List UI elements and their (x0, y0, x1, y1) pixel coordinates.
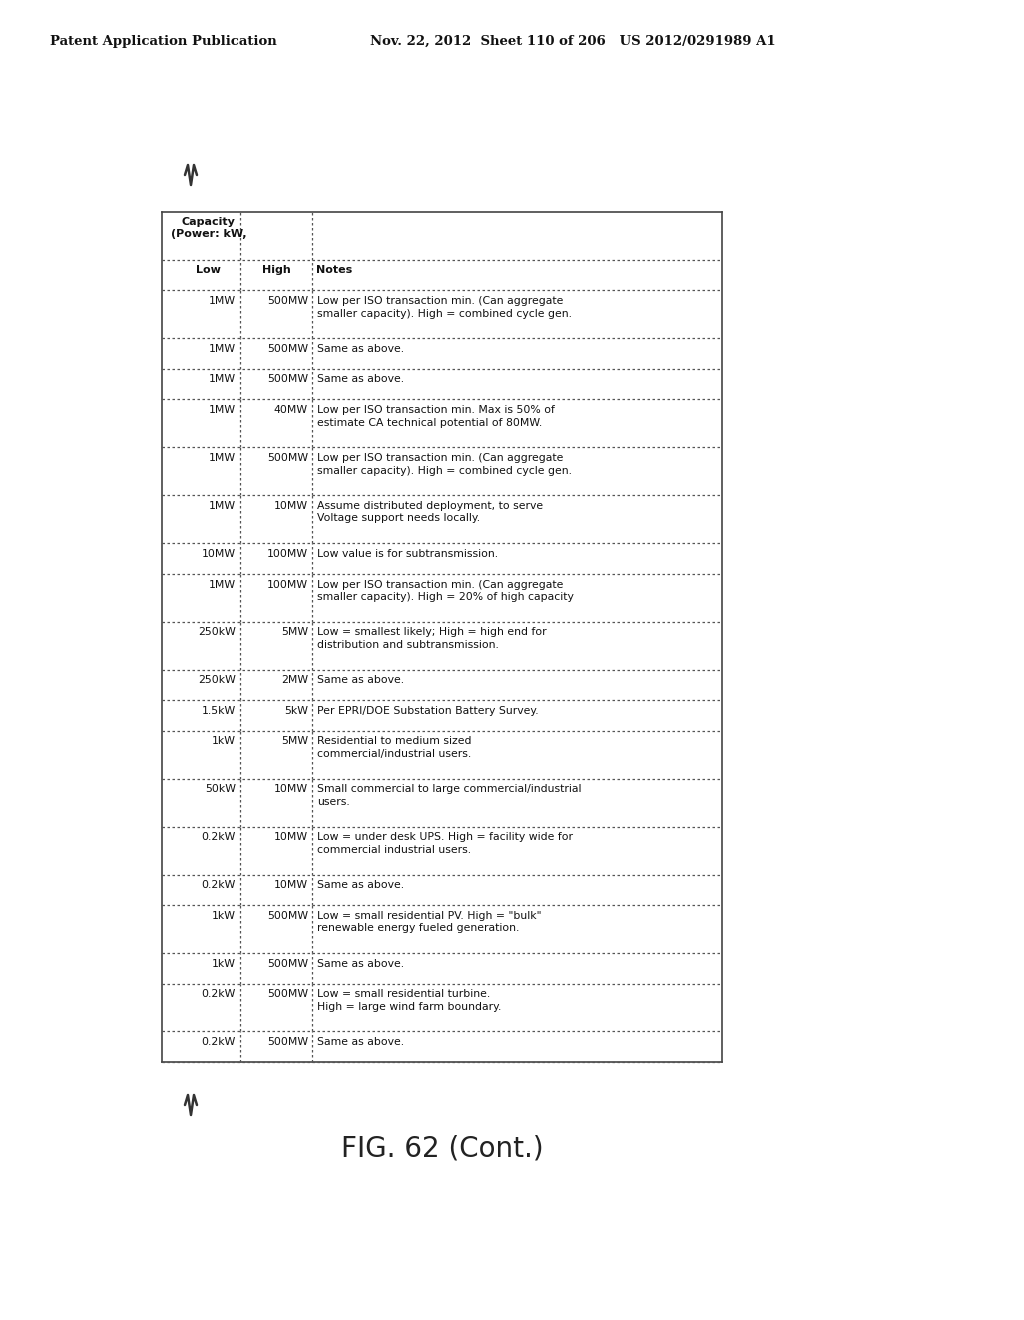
Text: Same as above.: Same as above. (317, 676, 404, 685)
Text: 10MW: 10MW (273, 784, 308, 795)
Text: Low per ISO transaction min. (Can aggregate
smaller capacity). High = 20% of hig: Low per ISO transaction min. (Can aggreg… (317, 579, 573, 602)
Text: 1.5kW: 1.5kW (202, 706, 236, 715)
Text: Nov. 22, 2012  Sheet 110 of 206   US 2012/0291989 A1: Nov. 22, 2012 Sheet 110 of 206 US 2012/0… (370, 36, 775, 48)
Text: 500MW: 500MW (267, 958, 308, 969)
Text: 250kW: 250kW (198, 627, 236, 638)
Text: FIG. 62 (Cont.): FIG. 62 (Cont.) (341, 1135, 544, 1163)
Text: Patent Application Publication: Patent Application Publication (50, 36, 276, 48)
Text: Per EPRI/DOE Substation Battery Survey.: Per EPRI/DOE Substation Battery Survey. (317, 706, 539, 715)
Text: Low = smallest likely; High = high end for
distribution and subtransmission.: Low = smallest likely; High = high end f… (317, 627, 547, 649)
Text: 250kW: 250kW (198, 676, 236, 685)
Text: Capacity
(Power: kW,: Capacity (Power: kW, (171, 216, 246, 239)
Text: 1MW: 1MW (209, 405, 236, 416)
Text: Low: Low (196, 264, 221, 275)
Text: Same as above.: Same as above. (317, 880, 404, 890)
Text: 100MW: 100MW (267, 579, 308, 590)
Text: 1MW: 1MW (209, 579, 236, 590)
Text: Low per ISO transaction min. Max is 50% of
estimate CA technical potential of 80: Low per ISO transaction min. Max is 50% … (317, 405, 555, 428)
Text: 0.2kW: 0.2kW (202, 833, 236, 842)
Text: Low per ISO transaction min. (Can aggregate
smaller capacity). High = combined c: Low per ISO transaction min. (Can aggreg… (317, 296, 572, 318)
Text: 500MW: 500MW (267, 911, 308, 921)
Text: 1MW: 1MW (209, 345, 236, 354)
Text: 0.2kW: 0.2kW (202, 989, 236, 999)
Text: 10MW: 10MW (273, 833, 308, 842)
Text: 0.2kW: 0.2kW (202, 1038, 236, 1047)
Text: 1MW: 1MW (209, 502, 236, 511)
Text: Notes: Notes (316, 264, 352, 275)
Text: Low = under desk UPS. High = facility wide for
commercial industrial users.: Low = under desk UPS. High = facility wi… (317, 833, 573, 855)
Text: Low value is for subtransmission.: Low value is for subtransmission. (317, 549, 498, 558)
Text: Same as above.: Same as above. (317, 958, 404, 969)
Text: 500MW: 500MW (267, 345, 308, 354)
Text: 50kW: 50kW (205, 784, 236, 795)
Text: 10MW: 10MW (273, 502, 308, 511)
Text: 10MW: 10MW (202, 549, 236, 558)
Text: 500MW: 500MW (267, 296, 308, 306)
Text: Residential to medium sized
commercial/industrial users.: Residential to medium sized commercial/i… (317, 737, 471, 759)
Text: Assume distributed deployment, to serve
Voltage support needs locally.: Assume distributed deployment, to serve … (317, 502, 543, 524)
Text: 1MW: 1MW (209, 375, 236, 384)
Text: Same as above.: Same as above. (317, 345, 404, 354)
Text: 1MW: 1MW (209, 453, 236, 463)
Text: 1kW: 1kW (212, 737, 236, 747)
Text: 2MW: 2MW (281, 676, 308, 685)
Text: Same as above.: Same as above. (317, 375, 404, 384)
Text: 500MW: 500MW (267, 1038, 308, 1047)
Text: Low = small residential turbine.
High = large wind farm boundary.: Low = small residential turbine. High = … (317, 989, 502, 1011)
Text: 0.2kW: 0.2kW (202, 880, 236, 890)
Text: 1kW: 1kW (212, 911, 236, 921)
Text: 10MW: 10MW (273, 880, 308, 890)
Text: 100MW: 100MW (267, 549, 308, 558)
Text: 1MW: 1MW (209, 296, 236, 306)
Text: Small commercial to large commercial/industrial
users.: Small commercial to large commercial/ind… (317, 784, 582, 807)
Text: 500MW: 500MW (267, 375, 308, 384)
Text: 1kW: 1kW (212, 958, 236, 969)
Text: 500MW: 500MW (267, 989, 308, 999)
Text: 5kW: 5kW (284, 706, 308, 715)
Text: Low per ISO transaction min. (Can aggregate
smaller capacity). High = combined c: Low per ISO transaction min. (Can aggreg… (317, 453, 572, 475)
Text: Low = small residential PV. High = "bulk"
renewable energy fueled generation.: Low = small residential PV. High = "bulk… (317, 911, 542, 933)
Text: 5MW: 5MW (281, 627, 308, 638)
Text: 500MW: 500MW (267, 453, 308, 463)
Text: High: High (261, 264, 291, 275)
Text: 40MW: 40MW (273, 405, 308, 416)
Text: 5MW: 5MW (281, 737, 308, 747)
Text: Same as above.: Same as above. (317, 1038, 404, 1047)
